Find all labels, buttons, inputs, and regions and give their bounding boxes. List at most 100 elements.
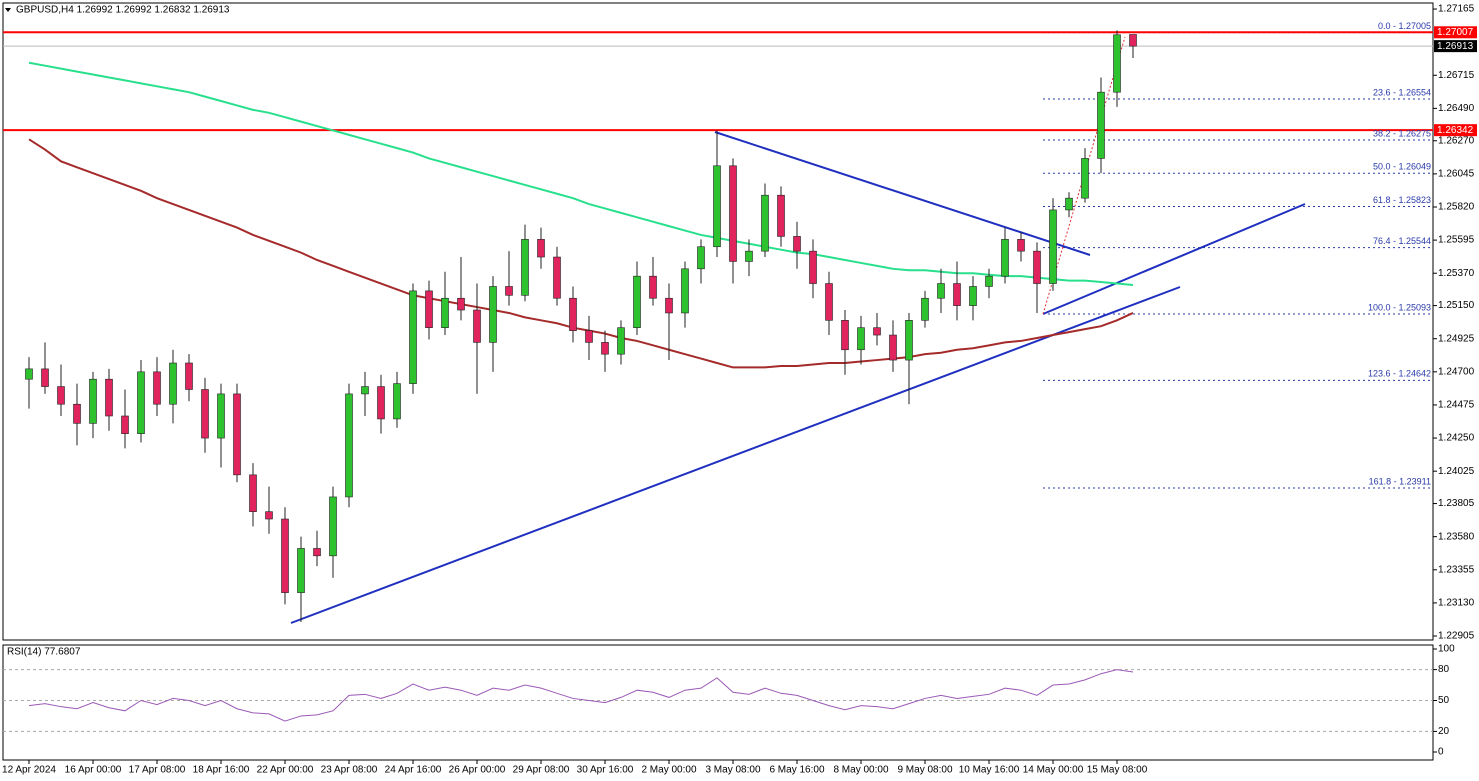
y-tick-label: 20 bbox=[1438, 726, 1450, 737]
candle-body bbox=[153, 371, 161, 405]
candle-body bbox=[409, 290, 417, 384]
x-tick-label: 6 May 16:00 bbox=[769, 765, 824, 776]
candle-body bbox=[233, 393, 241, 476]
candle-body bbox=[1081, 158, 1089, 199]
candle-body bbox=[425, 290, 433, 328]
candle-body bbox=[1097, 91, 1105, 159]
candle-body bbox=[361, 386, 369, 395]
y-tick-label: 1.23355 bbox=[1438, 564, 1475, 575]
main-frame bbox=[2, 2, 1434, 641]
candle-body bbox=[553, 256, 561, 299]
y-tick-label: 1.27165 bbox=[1438, 4, 1475, 15]
candle-body bbox=[761, 194, 769, 252]
candle-body bbox=[841, 320, 849, 351]
y-tick-label: 1.23580 bbox=[1438, 531, 1475, 542]
moving-average bbox=[28, 61, 1134, 286]
rsi-frame bbox=[2, 644, 1434, 761]
y-tick-label: 1.25150 bbox=[1438, 300, 1475, 311]
candle-body bbox=[1129, 34, 1137, 47]
candle-body bbox=[665, 297, 673, 314]
candle-body bbox=[505, 286, 513, 296]
collapse-icon bbox=[5, 8, 11, 12]
candle-body bbox=[105, 378, 113, 417]
candle-body bbox=[89, 378, 97, 424]
fib-label: 38.2 - 1.26275 bbox=[1373, 128, 1431, 138]
y-tick-label: 1.23130 bbox=[1438, 598, 1475, 609]
y-tick-label: 1.24025 bbox=[1438, 466, 1475, 477]
candle-body bbox=[297, 548, 305, 593]
candle-body bbox=[569, 297, 577, 331]
candle-body bbox=[73, 403, 81, 424]
candle-body bbox=[1113, 34, 1121, 93]
candle-body bbox=[41, 368, 49, 387]
y-tick-label: 1.25595 bbox=[1438, 235, 1475, 246]
candle-body bbox=[537, 239, 545, 258]
y-tick-label: 80 bbox=[1438, 664, 1450, 675]
candle-body bbox=[617, 327, 625, 355]
y-tick-label: 1.25820 bbox=[1438, 202, 1475, 213]
candle-body bbox=[713, 165, 721, 248]
price-tag-label: 1.27007 bbox=[1437, 27, 1474, 38]
candle-body bbox=[1001, 239, 1009, 277]
x-tick-label: 18 Apr 16:00 bbox=[193, 765, 250, 776]
candle-body bbox=[969, 286, 977, 306]
y-tick-label: 1.26270 bbox=[1438, 135, 1475, 146]
price-tag-label: 1.26342 bbox=[1437, 125, 1474, 136]
candle-body bbox=[1065, 197, 1073, 211]
candle-body bbox=[873, 327, 881, 336]
y-tick-label: 1.24925 bbox=[1438, 333, 1475, 344]
fib-label: 76.4 - 1.25544 bbox=[1373, 236, 1431, 246]
x-tick-label: 24 Apr 16:00 bbox=[385, 765, 442, 776]
candle-body bbox=[265, 511, 273, 520]
candle-body bbox=[25, 368, 33, 380]
x-tick-label: 9 May 08:00 bbox=[897, 765, 952, 776]
x-tick-label: 8 May 00:00 bbox=[833, 765, 888, 776]
x-tick-label: 10 May 16:00 bbox=[959, 765, 1020, 776]
candle-body bbox=[729, 165, 737, 262]
candle-body bbox=[521, 239, 529, 296]
candle-body bbox=[649, 275, 657, 299]
chart-title: GBPUSD,H4 1.26992 1.26992 1.26832 1.2691… bbox=[16, 5, 230, 16]
x-tick-label: 3 May 08:00 bbox=[705, 765, 760, 776]
fib-label: 123.6 - 1.24642 bbox=[1368, 369, 1431, 379]
candle-body bbox=[329, 496, 337, 557]
candle-body bbox=[281, 518, 289, 593]
candle-body bbox=[473, 309, 481, 343]
y-tick-label: 1.25370 bbox=[1438, 268, 1475, 279]
fib-label: 0.0 - 1.27005 bbox=[1378, 21, 1431, 31]
candle-body bbox=[1049, 209, 1057, 284]
candle-body bbox=[457, 297, 465, 311]
support-line bbox=[1042, 203, 1306, 315]
fib-label: 100.0 - 1.25093 bbox=[1368, 302, 1431, 312]
price-tag-label: 1.26913 bbox=[1437, 41, 1474, 52]
candle-body bbox=[601, 342, 609, 355]
candle-body bbox=[249, 474, 257, 512]
x-tick-label: 22 Apr 00:00 bbox=[257, 765, 314, 776]
x-tick-label: 2 May 00:00 bbox=[641, 765, 696, 776]
fib-label: 61.8 - 1.25823 bbox=[1373, 195, 1431, 205]
candle-body bbox=[377, 386, 385, 420]
candle-body bbox=[953, 283, 961, 306]
fib-label: 50.0 - 1.26049 bbox=[1373, 162, 1431, 172]
candle-body bbox=[857, 327, 865, 351]
candle-body bbox=[345, 393, 353, 498]
x-tick-label: 14 May 00:00 bbox=[1023, 765, 1084, 776]
candle-body bbox=[889, 334, 897, 361]
x-tick-label: 17 Apr 08:00 bbox=[129, 765, 186, 776]
candle-body bbox=[745, 250, 753, 262]
x-tick-label: 15 May 08:00 bbox=[1087, 765, 1148, 776]
price-tag bbox=[1434, 26, 1477, 39]
candle-body bbox=[697, 246, 705, 270]
rsi-line bbox=[28, 669, 1134, 722]
x-tick-label: 26 Apr 00:00 bbox=[449, 765, 506, 776]
candle-body bbox=[185, 362, 193, 390]
x-tick-label: 23 Apr 08:00 bbox=[321, 765, 378, 776]
price-tag bbox=[1434, 124, 1477, 137]
candle-body bbox=[441, 297, 449, 328]
resistance-line bbox=[714, 131, 1091, 256]
candle-body bbox=[313, 548, 321, 557]
candle-body bbox=[905, 320, 913, 361]
